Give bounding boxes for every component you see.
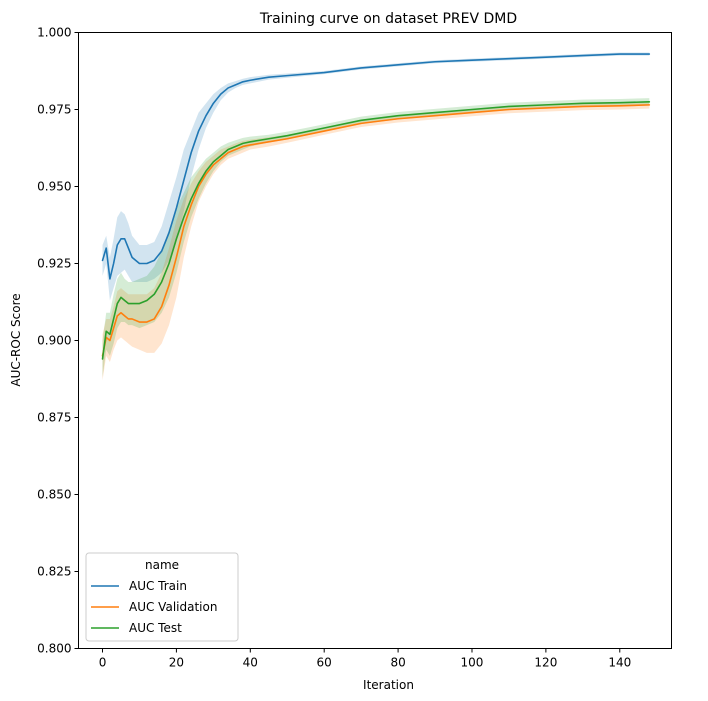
chart-title: Training curve on dataset PREV DMD — [259, 11, 517, 27]
y-tick-label-5: 0.925 — [37, 257, 71, 271]
y-tick-label-1: 0.825 — [37, 565, 71, 579]
legend-box — [85, 552, 239, 642]
legend-label-2: AUC Test — [129, 621, 182, 635]
confidence-bands — [102, 52, 650, 381]
y-tick-label-0: 0.800 — [37, 642, 71, 656]
x-tick-label-2: 40 — [243, 656, 258, 670]
x-tick-label-6: 120 — [534, 656, 557, 670]
legend-title: name — [145, 558, 179, 572]
legend-label-1: AUC Validation — [129, 600, 217, 614]
legend-entries: AUC Train AUC Validation AUC Test — [91, 579, 217, 635]
series-band-1 — [102, 101, 650, 381]
series-line-1 — [101, 104, 651, 357]
y-tick-label-4: 0.900 — [37, 334, 71, 348]
y-axis: 0.800 0.825 0.850 0.875 0.900 0.925 0.950 0.975… — [37, 26, 79, 656]
x-axis: 0 20 40 60 80 100 120 140 — [99, 648, 631, 670]
x-tick-label-1: 20 — [169, 656, 184, 670]
x-tick-label-5: 100 — [461, 656, 484, 670]
x-axis-label: Iteration — [363, 678, 414, 692]
series-line-2 — [101, 101, 651, 360]
y-tick-label-6: 0.950 — [37, 180, 71, 194]
series-lines — [101, 53, 651, 360]
x-tick-label-3: 60 — [317, 656, 332, 670]
y-tick-label-8: 1.000 — [37, 26, 71, 40]
y-tick-label-3: 0.875 — [37, 411, 71, 425]
x-tick-label-0: 0 — [99, 656, 107, 670]
y-axis-label: AUC-ROC Score — [9, 293, 23, 386]
series-band-2 — [102, 98, 650, 378]
y-tick-label-7: 0.975 — [37, 103, 71, 117]
x-tick-label-7: 140 — [608, 656, 631, 670]
x-tick-label-4: 80 — [390, 656, 405, 670]
series-line-0 — [101, 53, 651, 280]
legend-label-0: AUC Train — [129, 579, 187, 593]
y-tick-label-2: 0.850 — [37, 488, 71, 502]
legend: name AUC Train AUC Validation AUC Test — [85, 552, 239, 642]
series-band-0 — [102, 52, 650, 301]
